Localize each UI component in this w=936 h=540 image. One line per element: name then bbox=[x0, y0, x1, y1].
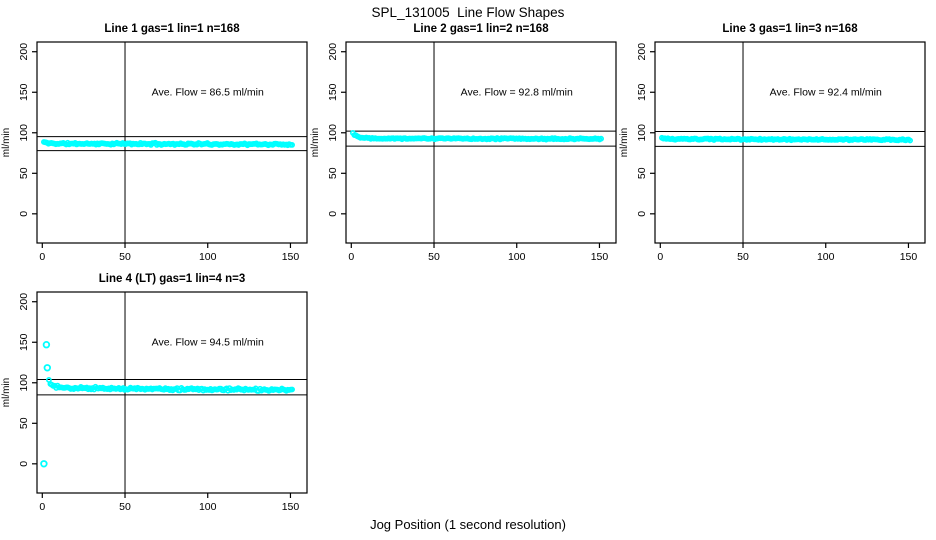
flow-outlier-point bbox=[40, 460, 48, 468]
x-tick-label: 50 bbox=[428, 251, 440, 263]
plot-line-2: Line 2 gas=1 lin=2 n=168 0 50 100 150 0 50 100 1… bbox=[309, 18, 621, 270]
y-tick-label: 0 bbox=[636, 211, 648, 217]
ave-flow-annotation: Ave. Flow = 86.5 ml/min bbox=[152, 86, 264, 98]
flow-outlier-point bbox=[43, 364, 51, 372]
flow-data-point bbox=[598, 135, 604, 142]
x-tick-label: 50 bbox=[119, 501, 131, 513]
x-tick-label: 150 bbox=[282, 501, 300, 513]
plot-line-3: Line 3 gas=1 lin=3 n=168 0 50 100 150 0 50 100 1… bbox=[618, 18, 930, 270]
y-tick-label: 150 bbox=[636, 83, 648, 101]
data-points-layer bbox=[41, 139, 295, 149]
y-tick-label: 200 bbox=[636, 43, 648, 61]
x-tick-label: 50 bbox=[119, 251, 131, 263]
x-tick-label: 150 bbox=[282, 251, 300, 263]
y-axis-label: ml/min bbox=[1, 128, 12, 157]
y-axis-label: ml/min bbox=[619, 128, 630, 157]
plot-frame bbox=[345, 41, 617, 244]
subplot-title: Line 2 gas=1 lin=2 n=168 bbox=[413, 23, 549, 35]
subplot-svg: Line 3 gas=1 lin=3 n=168 0 50 100 150 0 50 100 1… bbox=[619, 23, 926, 263]
y-tick-label: 150 bbox=[18, 83, 30, 101]
y-tick-label: 0 bbox=[327, 211, 339, 217]
x-tick-label: 0 bbox=[39, 251, 45, 263]
subplot-title: Line 4 (LT) gas=1 lin=4 n=3 bbox=[99, 273, 245, 285]
x-tick-label: 150 bbox=[900, 251, 918, 263]
y-axis-label: ml/min bbox=[1, 378, 12, 407]
subplot-title: Line 3 gas=1 lin=3 n=168 bbox=[722, 23, 858, 35]
x-tick-label: 100 bbox=[508, 251, 526, 263]
x-tick-label: 150 bbox=[591, 251, 609, 263]
subplot-svg: Line 2 gas=1 lin=2 n=168 0 50 100 150 0 50 100 1… bbox=[310, 23, 617, 263]
subplot-title: Line 1 gas=1 lin=1 n=168 bbox=[104, 23, 240, 35]
plot-frame bbox=[36, 41, 308, 244]
y-tick-label: 150 bbox=[327, 83, 339, 101]
subplot-svg: Line 4 (LT) gas=1 lin=4 n=3 0 50 100 150 0 50 1… bbox=[1, 273, 308, 513]
data-points-layer bbox=[659, 134, 913, 144]
x-tick-label: 100 bbox=[199, 251, 217, 263]
x-axis-label: Jog Position (1 second resolution) bbox=[370, 517, 566, 532]
y-tick-label: 200 bbox=[18, 293, 30, 311]
x-tick-label: 100 bbox=[817, 251, 835, 263]
x-tick-label: 0 bbox=[657, 251, 663, 263]
x-tick-label: 0 bbox=[348, 251, 354, 263]
flow-data-point bbox=[289, 386, 295, 393]
ave-flow-annotation: Ave. Flow = 92.4 ml/min bbox=[770, 86, 882, 98]
x-tick-label: 0 bbox=[39, 501, 45, 513]
y-tick-label: 150 bbox=[18, 333, 30, 351]
data-points-layer bbox=[350, 130, 604, 143]
y-tick-label: 0 bbox=[18, 211, 30, 217]
y-axis-label: ml/min bbox=[310, 128, 321, 157]
flow-outlier-point bbox=[42, 340, 51, 349]
plot-frame bbox=[654, 41, 926, 244]
flow-data-point bbox=[289, 142, 295, 148]
plot-line-4: Line 4 (LT) gas=1 lin=4 n=3 0 50 100 150 0 50 1… bbox=[0, 268, 312, 520]
y-tick-label: 100 bbox=[636, 124, 648, 142]
y-tick-label: 200 bbox=[18, 43, 30, 61]
y-tick-label: 50 bbox=[327, 167, 339, 179]
y-tick-label: 50 bbox=[636, 167, 648, 179]
flow-data-point bbox=[907, 137, 913, 144]
ave-flow-annotation: Ave. Flow = 94.5 ml/min bbox=[152, 336, 264, 348]
y-tick-label: 50 bbox=[18, 167, 30, 179]
ave-flow-annotation: Ave. Flow = 92.8 ml/min bbox=[461, 86, 573, 98]
data-points-layer bbox=[40, 340, 295, 468]
y-tick-label: 0 bbox=[18, 461, 30, 467]
y-tick-label: 100 bbox=[18, 124, 30, 142]
plot-frame bbox=[36, 291, 308, 494]
main-title: SPL_131005 Line Flow Shapes bbox=[371, 5, 565, 20]
x-tick-label: 50 bbox=[737, 251, 749, 263]
subplot-svg: Line 1 gas=1 lin=1 n=168 0 50 100 150 0 50 100 1… bbox=[1, 23, 308, 263]
y-tick-label: 50 bbox=[18, 417, 30, 429]
y-tick-label: 200 bbox=[327, 43, 339, 61]
y-tick-label: 100 bbox=[18, 374, 30, 392]
plot-line-1: Line 1 gas=1 lin=1 n=168 0 50 100 150 0 50 100 1… bbox=[0, 18, 312, 270]
x-tick-label: 100 bbox=[199, 501, 217, 513]
y-tick-label: 100 bbox=[327, 124, 339, 142]
